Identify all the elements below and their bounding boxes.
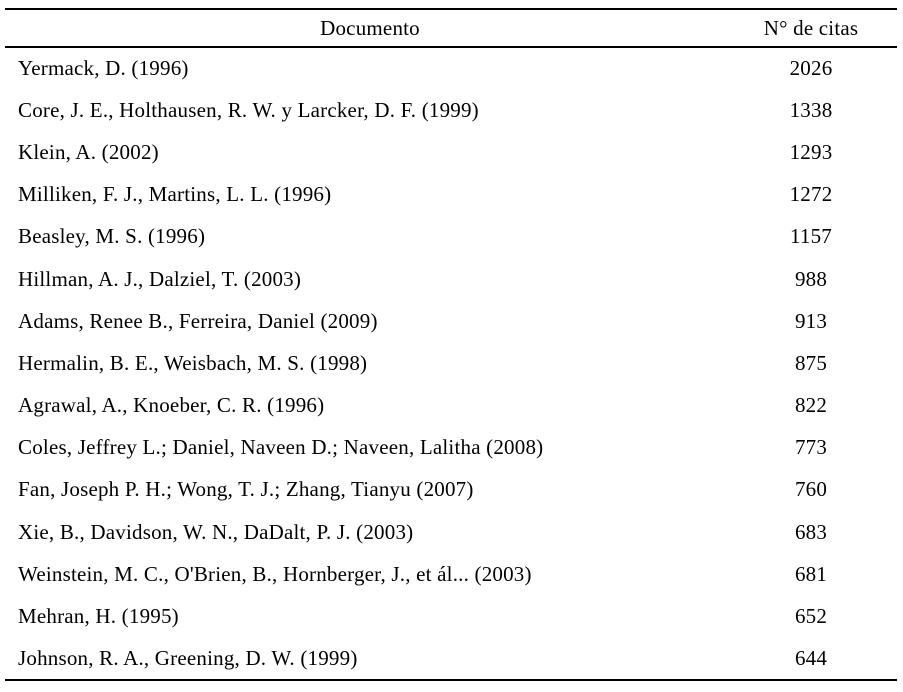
citas-cell: 988 — [794, 266, 828, 291]
citas-cell: 875 — [794, 350, 828, 375]
column-header-documento: Documento — [320, 15, 420, 40]
header-row: Documento N° de citas — [5, 9, 897, 47]
table-row: Klein, A. (2002) 1293 — [5, 131, 897, 173]
documento-cell: Agrawal, A., Knoeber, C. R. (1996) — [18, 393, 325, 418]
documento-cell: Hermalin, B. E., Weisbach, M. S. (1998) — [18, 350, 368, 375]
documento-cell: Klein, A. (2002) — [18, 139, 159, 164]
table-row: Hermalin, B. E., Weisbach, M. S. (1998) … — [5, 342, 897, 384]
documento-cell: Xie, B., Davidson, W. N., DaDalt, P. J. … — [18, 519, 414, 544]
documento-cell: Johnson, R. A., Greening, D. W. (1999) — [18, 645, 358, 670]
citas-cell: 822 — [794, 393, 828, 418]
citas-cell: 2026 — [789, 56, 833, 81]
table-row: Coles, Jeffrey L.; Daniel, Naveen D.; Na… — [5, 427, 897, 469]
table-row: Hillman, A. J., Dalziel, T. (2003) 988 — [5, 258, 897, 300]
table-row: Weinstein, M. C., O'Brien, B., Hornberge… — [5, 553, 897, 595]
documento-cell: Adams, Renee B., Ferreira, Daniel (2009) — [18, 308, 378, 333]
table-row: Yermack, D. (1996) 2026 — [5, 47, 897, 89]
documento-cell: Hillman, A. J., Dalziel, T. (2003) — [18, 266, 302, 291]
documento-cell: Weinstein, M. C., O'Brien, B., Hornberge… — [18, 561, 532, 586]
documento-cell: Core, J. E., Holthausen, R. W. y Larcker… — [18, 97, 479, 122]
documento-cell: Mehran, H. (1995) — [18, 604, 179, 629]
citas-cell: 1293 — [789, 139, 833, 164]
documento-cell: Coles, Jeffrey L.; Daniel, Naveen D.; Na… — [18, 435, 544, 460]
citas-cell: 683 — [794, 519, 828, 544]
citas-cell: 760 — [794, 477, 828, 502]
table-header: Documento N° de citas — [5, 9, 897, 47]
table-row: Mehran, H. (1995) 652 — [5, 595, 897, 637]
table-row: Johnson, R. A., Greening, D. W. (1999) 6… — [5, 638, 897, 680]
citas-cell: 681 — [794, 561, 828, 586]
table-row: Xie, B., Davidson, W. N., DaDalt, P. J. … — [5, 511, 897, 553]
table-body: Yermack, D. (1996) 2026 Core, J. E., Hol… — [5, 47, 897, 680]
table-row: Core, J. E., Holthausen, R. W. y Larcker… — [5, 89, 897, 131]
citas-cell: 1272 — [789, 182, 833, 207]
citas-cell: 913 — [794, 308, 828, 333]
citas-cell: 1157 — [789, 224, 833, 249]
table-row: Adams, Renee B., Ferreira, Daniel (2009)… — [5, 300, 897, 342]
documento-cell: Milliken, F. J., Martins, L. L. (1996) — [18, 182, 332, 207]
table-row: Fan, Joseph P. H.; Wong, T. J.; Zhang, T… — [5, 469, 897, 511]
citas-cell: 1338 — [789, 97, 833, 122]
documento-cell: Beasley, M. S. (1996) — [18, 224, 206, 249]
documento-cell: Yermack, D. (1996) — [18, 56, 189, 81]
table-row: Agrawal, A., Knoeber, C. R. (1996) 822 — [5, 385, 897, 427]
citas-cell: 644 — [794, 645, 828, 670]
citas-cell: 652 — [794, 604, 828, 629]
documento-cell: Fan, Joseph P. H.; Wong, T. J.; Zhang, T… — [18, 477, 474, 502]
citas-cell: 773 — [794, 435, 828, 460]
column-header-citas: N° de citas — [763, 15, 859, 40]
table-row: Beasley, M. S. (1996) 1157 — [5, 216, 897, 258]
table-row: Milliken, F. J., Martins, L. L. (1996) 1… — [5, 174, 897, 216]
citations-table: Documento N° de citas Yermack, D. (1996)… — [5, 8, 897, 681]
